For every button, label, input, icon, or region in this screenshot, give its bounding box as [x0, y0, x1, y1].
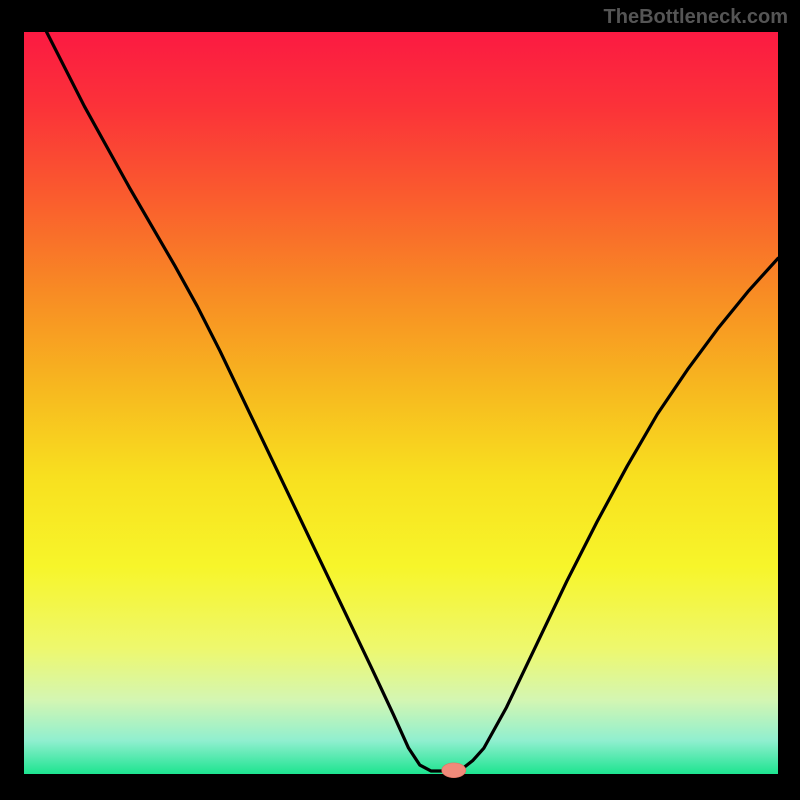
chart-container: TheBottleneck.com	[0, 0, 800, 800]
watermark-text: TheBottleneck.com	[604, 6, 788, 29]
bottleneck-chart	[0, 0, 800, 800]
optimal-point-marker	[442, 763, 466, 778]
